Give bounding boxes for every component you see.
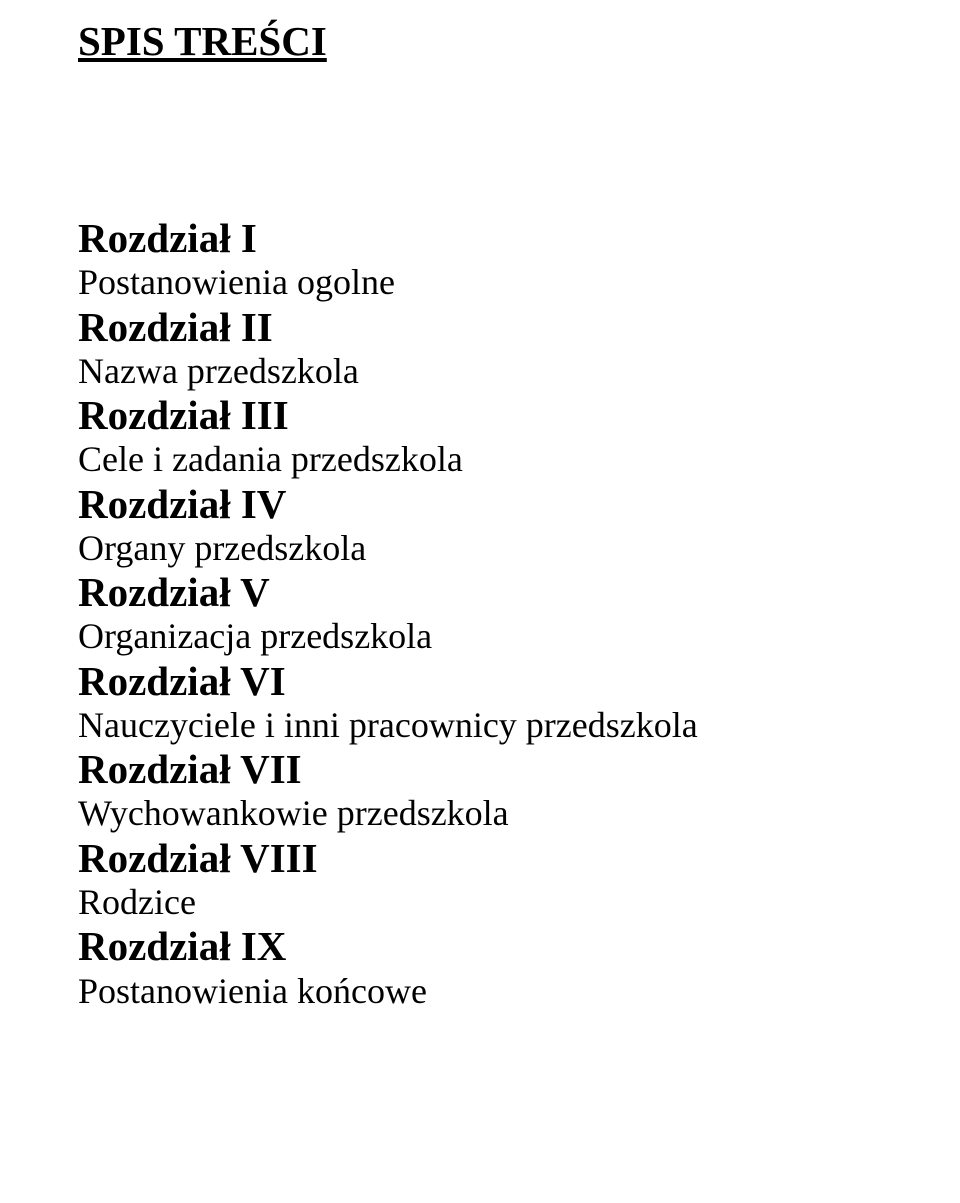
- chapter-text: Nauczyciele i inni pracownicy przedszkol…: [78, 705, 870, 746]
- chapter-heading: Rozdział VIII: [78, 835, 870, 882]
- chapter-heading: Rozdział I: [78, 215, 870, 262]
- chapter-heading: Rozdział II: [78, 304, 870, 351]
- toc-entry: Rozdział III Cele i zadania przedszkola: [78, 392, 870, 481]
- chapter-text: Rodzice: [78, 882, 870, 923]
- chapter-text: Nazwa przedszkola: [78, 351, 870, 392]
- chapter-text: Organizacja przedszkola: [78, 616, 870, 657]
- chapter-text: Cele i zadania przedszkola: [78, 439, 870, 480]
- chapter-text: Postanowienia ogolne: [78, 262, 870, 303]
- toc-entry: Rozdział IV Organy przedszkola: [78, 481, 870, 570]
- chapter-heading: Rozdział IX: [78, 923, 870, 970]
- chapter-text: Organy przedszkola: [78, 528, 870, 569]
- chapter-heading: Rozdział VII: [78, 746, 870, 793]
- page-title: SPIS TREŚCI: [78, 18, 870, 65]
- toc-entry: Rozdział VI Nauczyciele i inni pracownic…: [78, 658, 870, 747]
- chapter-text: Postanowienia końcowe: [78, 971, 870, 1012]
- chapter-heading: Rozdział V: [78, 569, 870, 616]
- chapter-heading: Rozdział VI: [78, 658, 870, 705]
- chapter-heading: Rozdział IV: [78, 481, 870, 528]
- chapter-text: Wychowankowie przedszkola: [78, 793, 870, 834]
- toc-entry: Rozdział II Nazwa przedszkola: [78, 304, 870, 393]
- toc-entry: Rozdział I Postanowienia ogolne: [78, 215, 870, 304]
- toc-entry: Rozdział IX Postanowienia końcowe: [78, 923, 870, 1012]
- document-page: SPIS TREŚCI Rozdział I Postanowienia ogo…: [0, 0, 960, 1012]
- toc-entry: Rozdział VIII Rodzice: [78, 835, 870, 924]
- toc-entry: Rozdział VII Wychowankowie przedszkola: [78, 746, 870, 835]
- chapter-heading: Rozdział III: [78, 392, 870, 439]
- toc-entry: Rozdział V Organizacja przedszkola: [78, 569, 870, 658]
